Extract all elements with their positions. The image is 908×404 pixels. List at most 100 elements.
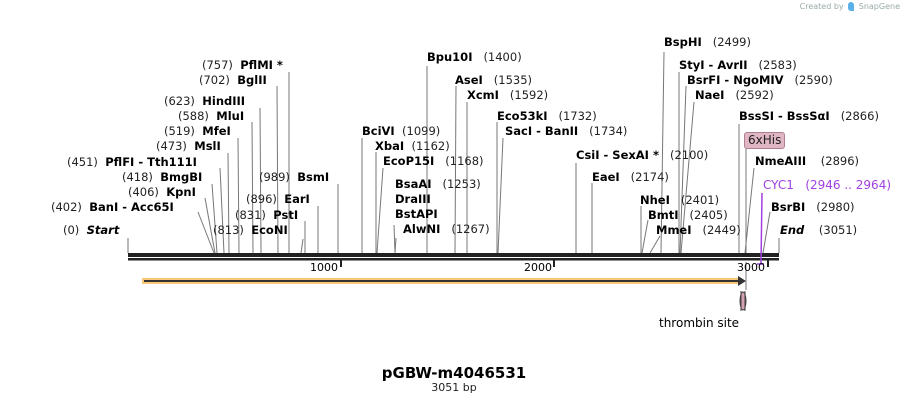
site-bpu10i[interactable]: Bpu10I (1400): [427, 50, 522, 64]
cut-site-lines: [127, 51, 780, 254]
site-pos: (623): [164, 94, 195, 108]
tick-3000: [767, 260, 769, 267]
feature-cyc1[interactable]: CYC1 (2946 .. 2964): [763, 178, 891, 192]
site-name: BmgBI: [160, 170, 203, 184]
site-name: EcoNI: [251, 223, 288, 237]
site-ecop15i[interactable]: EcoP15I (1168): [383, 154, 484, 168]
site-pos: (2866): [840, 109, 879, 123]
site-draiii[interactable]: DraIII: [395, 192, 431, 206]
site-name: BmtI: [648, 208, 679, 222]
site-name: BanI - Acc65I: [89, 200, 174, 214]
site-pos: (831): [235, 208, 266, 222]
site-bmti[interactable]: BmtI (2405): [648, 208, 728, 222]
site-name: BsaAI: [395, 177, 432, 191]
site-name: PflFI - Tth111I: [105, 155, 197, 169]
site-name: KpnI: [166, 185, 196, 199]
site-pos: (896): [246, 192, 277, 206]
site-bsmi[interactable]: (989) BsmI: [259, 170, 329, 184]
site-name: XbaI: [375, 139, 405, 153]
site-name: PflMI *: [240, 58, 283, 72]
site-alwni[interactable]: AlwNI (1267): [403, 222, 490, 236]
site-hindiii[interactable]: (623) HindIII: [164, 94, 245, 108]
site-pos: (989): [259, 170, 290, 184]
site-name: BsrBI: [771, 200, 806, 214]
site-pos: (2980): [816, 200, 855, 214]
site-pos: (2896): [820, 154, 860, 168]
plasmid-name: pGBW-m4046531: [381, 364, 527, 382]
site-mfei[interactable]: (519) MfeI: [164, 124, 231, 138]
site-bmgbi[interactable]: (418) BmgBI: [122, 170, 202, 184]
site-name: NheI: [640, 193, 670, 207]
site-pos: (1162): [411, 139, 450, 153]
site-bsssi[interactable]: BssSI - BssSαI (2866): [739, 109, 879, 123]
site-pos: (588): [178, 109, 209, 123]
site-name: EcoP15I: [383, 154, 435, 168]
site-bglii[interactable]: (702) BglII: [199, 73, 267, 87]
site-bsphi[interactable]: BspHI (2499): [664, 35, 751, 49]
site-styi[interactable]: StyI - AvrII (2583): [679, 58, 797, 72]
site-pos: (1168): [445, 154, 484, 168]
site-econi[interactable]: (813) EcoNI: [213, 223, 288, 237]
site-name: Bpu10I: [427, 50, 473, 64]
site-name: SacI - BanII: [505, 124, 579, 138]
site-pos: (1592): [509, 88, 549, 102]
site-pos: (402): [51, 200, 82, 214]
tick-label-1000: 1000: [310, 261, 338, 274]
site-pos: (1400): [483, 50, 522, 64]
site-name: EarI: [284, 192, 310, 206]
site-name: MfeI: [202, 124, 231, 138]
site-pos: (2401): [680, 193, 720, 207]
site-psti[interactable]: (831) PstI: [235, 208, 298, 222]
site-mmei[interactable]: MmeI (2449): [656, 223, 741, 237]
site-name: NaeI: [695, 88, 725, 102]
site-mlui[interactable]: (588) MluI: [178, 109, 244, 123]
site-name: BstAPI: [395, 207, 438, 221]
feature-6xhis[interactable]: 6xHis: [744, 132, 786, 149]
site-pos: (2174): [630, 170, 669, 184]
site-pos: (757): [202, 58, 233, 72]
site-bstapi[interactable]: BstAPI: [395, 207, 438, 221]
site-naei[interactable]: NaeI (2592): [695, 88, 774, 102]
site-kpni[interactable]: (406) KpnI: [128, 185, 196, 199]
thrombin-site-glyph: [739, 291, 747, 311]
site-name: AseI: [455, 73, 483, 87]
site-csii[interactable]: CsiI - SexAI * (2100): [576, 148, 708, 162]
site-bsrbi[interactable]: BsrBI (2980): [771, 200, 855, 214]
site-eco53ki[interactable]: Eco53kI (1732): [497, 109, 597, 123]
site-msli[interactable]: (473) MslI: [156, 139, 221, 153]
site-pos: (1267): [451, 222, 490, 236]
site-pos: (2583): [758, 58, 797, 72]
site-name: StyI - AvrII: [679, 58, 748, 72]
site-bsaai[interactable]: BsaAI (1253): [395, 177, 481, 191]
tick-label-2000: 2000: [524, 261, 552, 274]
site-xbai[interactable]: XbaI (1162): [375, 139, 450, 153]
site-eaei[interactable]: EaeI (2174): [592, 170, 669, 184]
orf-arrow: [142, 276, 746, 286]
site-bsrfi[interactable]: BsrFI - NgoMIV (2590): [687, 73, 833, 87]
site-pos: (2590): [794, 73, 833, 87]
feature-thrombin-site[interactable]: thrombin site: [659, 316, 740, 330]
site-asei[interactable]: AseI (1535): [455, 73, 532, 87]
site-pos: (1734): [589, 124, 628, 138]
site-pos: (473): [156, 139, 187, 153]
site-eari[interactable]: (896) EarI: [246, 192, 310, 206]
site-nhei[interactable]: NheI (2401): [640, 193, 719, 207]
site-saci[interactable]: SacI - BanII (1734): [505, 124, 627, 138]
site-name: PstI: [273, 208, 299, 222]
site-end[interactable]: End (3051): [780, 223, 857, 237]
site-pflmi[interactable]: (757) PflMI *: [202, 58, 283, 72]
site-name: BssSI - BssSαI: [739, 109, 830, 123]
site-name: End: [780, 223, 805, 237]
site-nmeaiii[interactable]: NmeAIII (2896): [755, 154, 859, 168]
site-start[interactable]: (0) Start: [63, 223, 119, 237]
site-bcivi[interactable]: BciVI (1099): [362, 124, 440, 138]
cyc1-marker: [757, 192, 764, 265]
site-xcmi[interactable]: XcmI (1592): [467, 88, 548, 102]
site-name: BsmI: [297, 170, 330, 184]
site-pos: (418): [122, 170, 153, 184]
site-pflfi[interactable]: (451) PflFI - Tth111I: [67, 155, 197, 169]
site-bani[interactable]: (402) BanI - Acc65I: [51, 200, 174, 214]
site-pos: (813): [213, 223, 244, 237]
